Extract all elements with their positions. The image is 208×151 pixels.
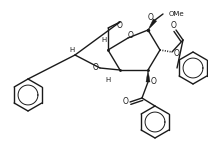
Text: H: H <box>69 47 75 53</box>
Text: O: O <box>174 50 180 58</box>
Text: O: O <box>148 13 154 22</box>
Text: O: O <box>117 21 123 29</box>
Text: O: O <box>128 31 134 40</box>
Text: OMe: OMe <box>169 11 185 17</box>
Text: O: O <box>93 64 99 72</box>
Polygon shape <box>148 19 157 30</box>
Text: O: O <box>171 21 177 31</box>
Text: H: H <box>101 37 107 43</box>
Text: H: H <box>105 77 111 83</box>
Text: O: O <box>151 77 157 87</box>
Polygon shape <box>146 70 150 82</box>
Text: O: O <box>123 98 129 106</box>
